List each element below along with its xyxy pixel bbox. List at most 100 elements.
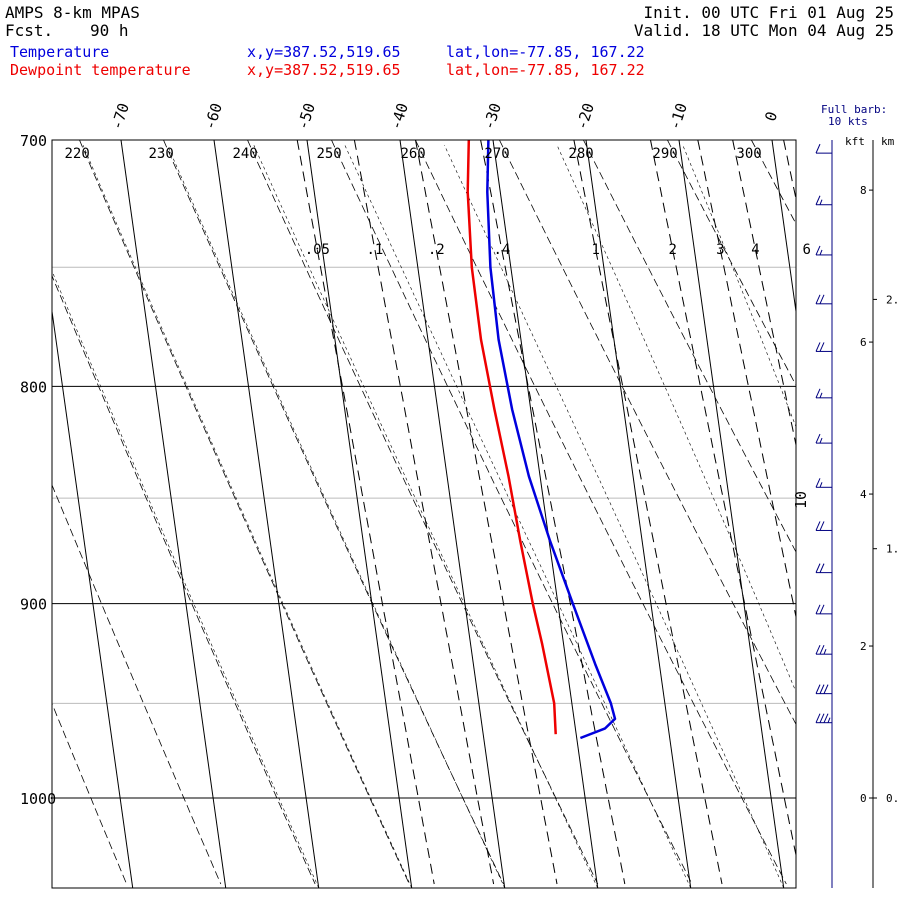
dry-adiabat-line	[667, 140, 796, 387]
moist-adiabat-line	[682, 145, 796, 428]
wind-barb-flag	[815, 713, 821, 723]
mixing-ratio-label: .2	[428, 242, 445, 258]
isotherm-line	[771, 140, 796, 316]
wind-barb-flag	[819, 563, 825, 573]
wind-barb-flag	[815, 433, 821, 444]
isotherm-label: -40	[386, 101, 411, 132]
dry-adiabat-label: 280	[568, 146, 593, 162]
background-grid	[0, 140, 900, 888]
km-tick-label: 2.	[886, 293, 899, 306]
pressure-label-700: 700	[20, 132, 47, 150]
wind-barb-flag	[815, 245, 821, 256]
dry-adiabat-line	[415, 140, 787, 885]
legend-dewpoint-xy: x,y=387.52,519.65	[247, 61, 401, 79]
dry-adiabat-line	[163, 140, 504, 885]
wind-barb-flag	[819, 713, 825, 723]
wind-barb-flag	[819, 437, 823, 444]
km-tick-label: 1.	[886, 543, 899, 556]
isotherm-label: -20	[572, 101, 597, 132]
wind-barb-flag	[819, 199, 823, 205]
wind-barb-flag	[815, 294, 821, 305]
wind-barb-flag	[815, 388, 821, 399]
dry-adiabat-line	[52, 274, 316, 885]
pressure-label-800: 800	[20, 378, 47, 396]
isotherm-line	[120, 140, 227, 888]
mixing-ratio-label: 3	[716, 242, 724, 258]
legend-temperature-xy: x,y=387.52,519.65	[247, 43, 401, 61]
kft-tick-label: 4	[860, 488, 867, 501]
isotherm-line	[678, 140, 785, 888]
wind-barb-flag	[823, 684, 829, 694]
model-title: AMPS 8-km MPAS	[5, 3, 140, 22]
pressure-label-1000: 1000	[20, 790, 56, 808]
isotherm-line	[306, 140, 413, 888]
side-label: 10	[792, 491, 810, 509]
dry-adiabat-line	[583, 140, 796, 553]
wind-barb-flag	[815, 563, 821, 573]
kft-tick-label: 6	[860, 336, 867, 349]
wind-barb-flag	[815, 684, 821, 694]
dry-adiabat-line	[52, 702, 127, 885]
dry-adiabat-label: 260	[400, 146, 425, 162]
wind-barb-flag	[819, 521, 825, 531]
wind-barb-flag	[815, 478, 821, 488]
mixing-ratio-label: .4	[493, 242, 510, 258]
dry-adiabat-line	[247, 140, 599, 885]
dry-adiabat-line	[52, 483, 222, 885]
kft-label: kft	[845, 135, 865, 148]
wind-barb-flag	[815, 195, 821, 205]
wind-barb-flag	[815, 604, 821, 615]
moist-adiabat-line	[344, 145, 691, 888]
isotherm-line	[865, 140, 900, 888]
moist-adiabat-line	[556, 145, 796, 693]
forecast-hours: 90 h	[90, 21, 129, 40]
wind-barb-flag	[815, 644, 821, 655]
isotherm-label: -50	[293, 101, 318, 132]
mixing-ratio-label: 1	[591, 242, 599, 258]
valid-time: Valid. 18 UTC Mon 04 Aug 25	[633, 21, 894, 40]
moist-adiabat-line	[444, 145, 784, 888]
wind-barb-flag	[819, 604, 825, 615]
moist-adiabat-line	[82, 145, 412, 888]
mixing-ratio-line	[573, 140, 723, 885]
dry-adiabat-line	[835, 140, 900, 884]
moist-adiabat-line	[253, 145, 598, 888]
isotherm-line	[492, 140, 599, 888]
dry-adiabat-label: 250	[316, 146, 341, 162]
legend-dewpoint-name: Dewpoint temperature	[10, 61, 191, 79]
mixing-ratio-line	[480, 140, 626, 885]
wind-barb-flag	[823, 713, 829, 723]
dry-adiabat-line	[499, 140, 796, 726]
legend-temperature-name: Temperature	[10, 43, 110, 61]
legend-temperature-latlon: lat,lon=-77.85, 167.22	[446, 43, 645, 61]
wind-barb-flag	[819, 342, 825, 352]
mixing-ratio-line	[353, 140, 495, 885]
dry-adiabat-label: 270	[484, 146, 509, 162]
profile-series	[466, 140, 617, 740]
wind-barb-flag	[815, 521, 821, 531]
kft-tick-label: 0	[860, 792, 867, 805]
mixing-ratio-line	[296, 140, 435, 885]
plot-background	[52, 140, 796, 888]
mixing-ratio-label: 2	[669, 242, 677, 258]
isotherm-label: -60	[200, 101, 225, 132]
height-axis: kft km 8 6 4 2 0 2. 1. 0.	[845, 135, 899, 888]
dry-adiabat-line	[0, 140, 32, 884]
barb-legend-line2: 10 kts	[828, 115, 868, 128]
dry-adiabat-line	[79, 140, 410, 885]
km-label: km	[881, 135, 895, 148]
wind-barb-flag	[819, 294, 825, 305]
isotherm-label: -30	[479, 101, 504, 132]
barb-legend-line1: Full barb:	[821, 103, 887, 116]
wind-barb-flag	[827, 717, 831, 723]
moist-adiabat-line	[52, 270, 319, 888]
pressure-label-900: 900	[20, 596, 47, 614]
mixing-ratio-label: 4	[751, 242, 759, 258]
kft-tick-label: 2	[860, 640, 867, 653]
wind-barb-flag	[819, 684, 825, 694]
plot-frame	[51, 139, 797, 889]
isotherm-line	[585, 140, 692, 888]
mixing-ratio-label: .1	[366, 242, 383, 258]
